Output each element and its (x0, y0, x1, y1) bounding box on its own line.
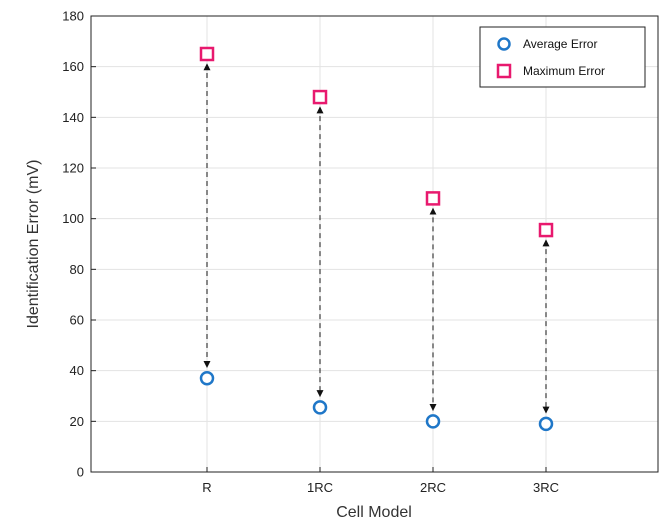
legend-label-maximum-error: Maximum Error (523, 64, 605, 78)
x-axis-title: Cell Model (336, 504, 412, 521)
marker-maximum-error-3rc (538, 222, 554, 238)
y-tick-label: 160 (62, 59, 84, 74)
arrows (203, 63, 550, 414)
plot-area (91, 16, 658, 472)
y-tick-label: 0 (77, 465, 84, 480)
x-ticks: R 1RC 2RC 3RC (202, 467, 559, 495)
x-tick-label: 3RC (533, 480, 559, 495)
marker-maximum-error-r (199, 46, 215, 62)
y-tick-label: 40 (70, 363, 84, 378)
y-axis-title: Identification Error (mV) (25, 160, 42, 329)
y-tick-label: 60 (70, 313, 84, 328)
marker-average-error-2rc (425, 414, 441, 429)
marker-average-error-3rc (538, 416, 554, 432)
x-tick-label: R (202, 480, 211, 495)
y-tick-label: 100 (62, 211, 84, 226)
legend: Average Error Maximum Error (479, 26, 646, 88)
y-tick-label: 20 (70, 414, 84, 429)
marker-average-error-r (199, 371, 215, 386)
marker-average-error-1rc (312, 400, 328, 415)
data-marks (199, 46, 554, 432)
legend-label-average-error: Average Error (523, 37, 597, 51)
y-tick-label: 140 (62, 110, 84, 125)
plot-frame (90, 15, 659, 473)
y-tick-label: 120 (62, 161, 84, 176)
legend-marker-average-error (497, 37, 511, 51)
y-tick-label: 80 (70, 262, 84, 277)
x-tick-label: 2RC (420, 480, 446, 495)
x-tick-label: 1RC (307, 480, 333, 495)
y-ticks: 0 20 40 60 80 100 120 140 160 180 (62, 9, 96, 480)
y-tick-label: 180 (62, 9, 84, 24)
marker-maximum-error-2rc (425, 191, 441, 206)
marker-maximum-error-1rc (312, 89, 328, 105)
legend-marker-maximum-error (496, 63, 512, 79)
